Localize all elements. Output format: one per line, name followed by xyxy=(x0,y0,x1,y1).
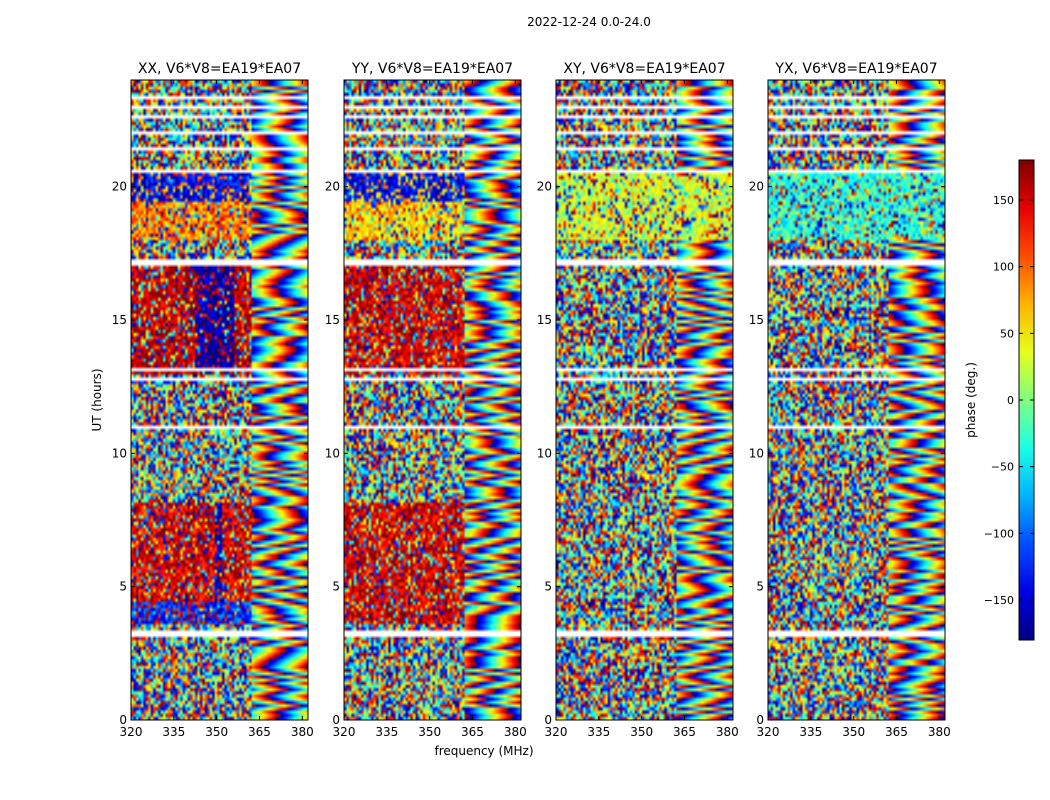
colorbar-label: phase (deg.) xyxy=(964,362,978,438)
y-tick-label: 15 xyxy=(112,313,127,327)
y-tick-label: 5 xyxy=(332,580,340,594)
x-tick-label: 365 xyxy=(461,725,484,739)
x-tick-label: 335 xyxy=(162,725,185,739)
colorbar-tick-label: 100 xyxy=(993,261,1014,274)
colorbar: −150 −100 −50 0 50 100 150 phase (deg.) xyxy=(964,159,1035,641)
y-tick-label: 10 xyxy=(749,446,764,460)
y-tick-label: 5 xyxy=(544,580,552,594)
y-tick-label: 15 xyxy=(325,313,340,327)
y-tick-label: 0 xyxy=(756,713,764,727)
colorbar-tick-label: 150 xyxy=(993,194,1014,207)
y-tick-label: 10 xyxy=(325,446,340,460)
y-tick-label: 20 xyxy=(749,180,764,194)
figure-title: 2022-12-24 0.0-24.0 xyxy=(527,15,651,29)
x-tick-label: 365 xyxy=(248,725,271,739)
x-tick-label: 335 xyxy=(587,725,610,739)
y-tick-label: 0 xyxy=(332,713,340,727)
x-tick-label: 380 xyxy=(928,725,951,739)
colorbar-tick-label: 0 xyxy=(1007,394,1014,407)
colorbar-tick-label: 50 xyxy=(1000,327,1014,340)
panel-title: XX, V6*V8=EA19*EA07 xyxy=(138,61,301,77)
panel-yy: YY, V6*V8=EA19*EA07 320 335 350 365 380 0 5 10 15… xyxy=(325,61,527,739)
panel-frame xyxy=(130,79,309,721)
panel-yx: YX, V6*V8=EA19*EA07 320 335 350 365 380 0 5 10 15… xyxy=(749,61,951,739)
panel-xx: XX, V6*V8=EA19*EA07 320 335 350 365 380 0 5 10 15… xyxy=(112,61,314,739)
x-tick-label: 320 xyxy=(757,725,780,739)
y-tick-label: 10 xyxy=(112,446,127,460)
y-axis-label: UT (hours) xyxy=(90,368,104,431)
phase-heatmap xyxy=(344,80,521,720)
x-tick-label: 320 xyxy=(120,725,143,739)
y-tick-label: 5 xyxy=(119,580,127,594)
panel-title: YX, V6*V8=EA19*EA07 xyxy=(774,61,937,77)
panel-frame xyxy=(343,79,522,721)
phase-heatmap xyxy=(131,80,308,720)
x-tick-label: 380 xyxy=(504,725,527,739)
y-tick-label: 20 xyxy=(112,180,127,194)
x-tick-label: 320 xyxy=(333,725,356,739)
y-tick-label: 0 xyxy=(119,713,127,727)
y-tick-label: 5 xyxy=(756,580,764,594)
y-tick-label: 10 xyxy=(537,446,552,460)
x-axis-label: frequency (MHz) xyxy=(434,744,533,758)
panel-title: YY, V6*V8=EA19*EA07 xyxy=(351,61,513,77)
panel-group: XX, V6*V8=EA19*EA07 320 335 350 365 380 0 5 10 15… xyxy=(112,61,951,739)
panel-frame xyxy=(555,79,734,721)
x-tick-label: 335 xyxy=(375,725,398,739)
colorbar-tick-label: −150 xyxy=(984,594,1014,607)
x-tick-label: 350 xyxy=(418,725,441,739)
x-tick-label: 350 xyxy=(205,725,228,739)
x-tick-label: 380 xyxy=(716,725,739,739)
y-tick-label: 20 xyxy=(325,180,340,194)
y-tick-label: 15 xyxy=(537,313,552,327)
x-tick-label: 350 xyxy=(630,725,653,739)
y-tick-label: 20 xyxy=(537,180,552,194)
panel-title: XY, V6*V8=EA19*EA07 xyxy=(563,61,725,77)
x-tick-label: 320 xyxy=(545,725,568,739)
phase-heatmap xyxy=(556,80,733,720)
x-tick-label: 380 xyxy=(291,725,314,739)
y-tick-label: 15 xyxy=(749,313,764,327)
colorbar-tick-label: −100 xyxy=(984,527,1014,540)
phase-heatmap xyxy=(768,80,945,720)
x-tick-label: 365 xyxy=(673,725,696,739)
colorbar-tick-label: −50 xyxy=(991,461,1014,474)
panel-frame xyxy=(767,79,946,721)
y-tick-label: 0 xyxy=(544,713,552,727)
x-tick-label: 350 xyxy=(842,725,865,739)
panel-xy: XY, V6*V8=EA19*EA07 320 335 350 365 380 0 5 10 15… xyxy=(537,61,739,739)
x-tick-label: 365 xyxy=(885,725,908,739)
x-tick-label: 335 xyxy=(799,725,822,739)
